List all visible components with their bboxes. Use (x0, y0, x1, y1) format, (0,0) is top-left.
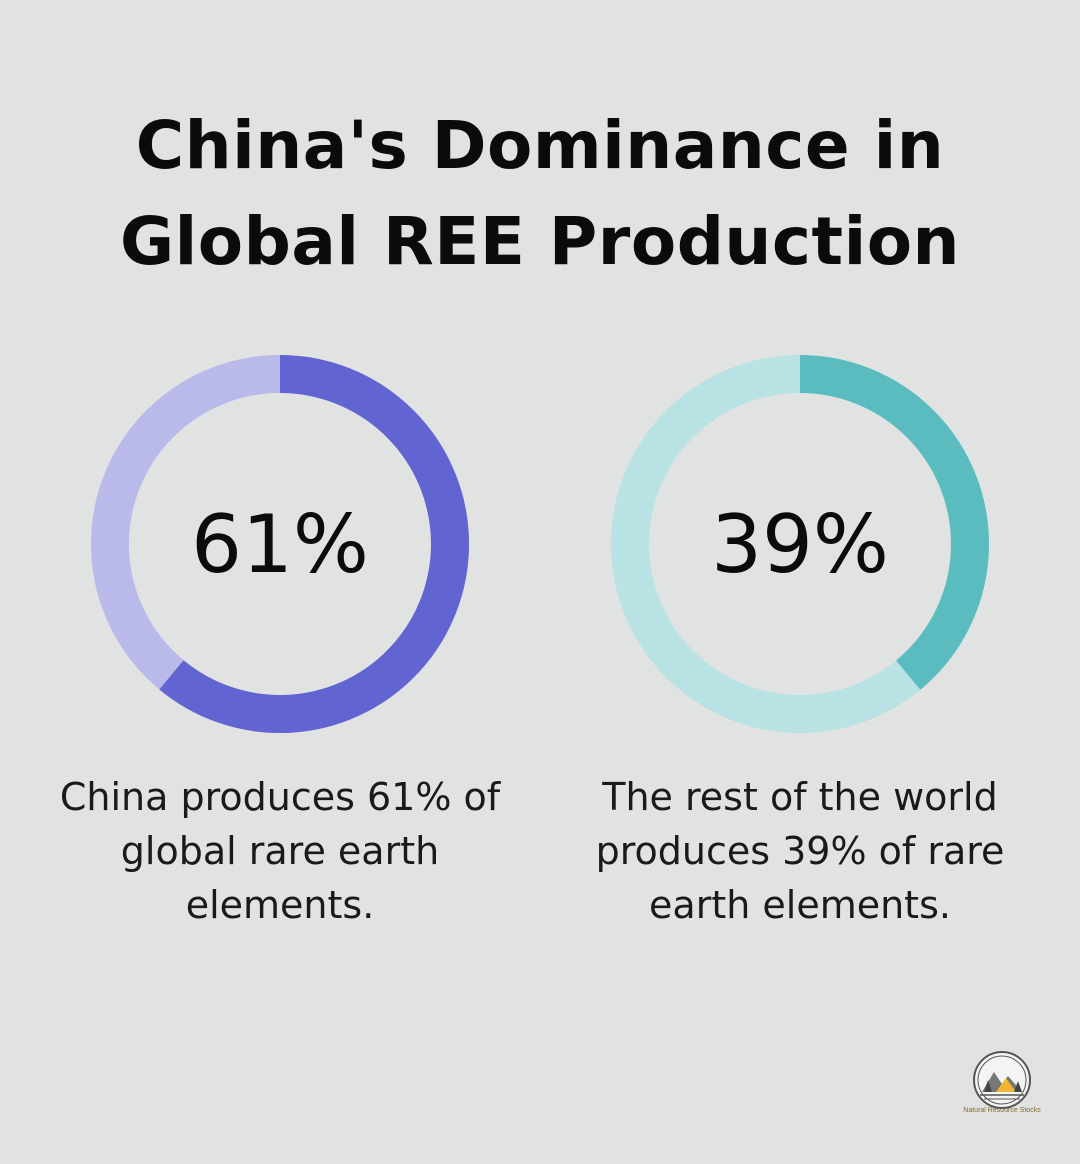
caption-china-line-1: China produces 61% of (59, 775, 501, 819)
donut-value-china: 61% (191, 497, 369, 591)
chart-title: China's Dominance in Global REE Producti… (0, 98, 1080, 290)
logo-caption: Natural Resource Stocks (963, 1107, 1041, 1114)
caption-china-line-3: elements. (185, 883, 375, 927)
donut-svg-rest-of-world (611, 355, 989, 733)
donut-arc-china (91, 355, 469, 733)
caption-rest-line-2: produces 39% of rare (595, 829, 1005, 873)
caption-rest-line-3: earth elements. (649, 883, 951, 927)
chart-title-line-2: Global REE Production (119, 203, 961, 280)
caption-china-line-2: global rare earth (120, 829, 440, 873)
donut-svg-china (91, 355, 469, 733)
donut-value-rest-of-world: 39% (711, 497, 889, 591)
chart-title-line-1: China's Dominance in (135, 107, 945, 184)
donut-arc-rest-of-world (611, 355, 989, 733)
donut-chart-china: 61% (91, 355, 469, 733)
caption-rest-line-1: The rest of the world (602, 775, 998, 819)
mountain-trees-logo-icon (973, 1051, 1031, 1109)
caption-rest-of-world: The rest of the world produces 39% of ra… (570, 770, 1030, 932)
donut-chart-rest-of-world: 39% (611, 355, 989, 733)
caption-china: China produces 61% of global rare earth … (50, 770, 510, 932)
